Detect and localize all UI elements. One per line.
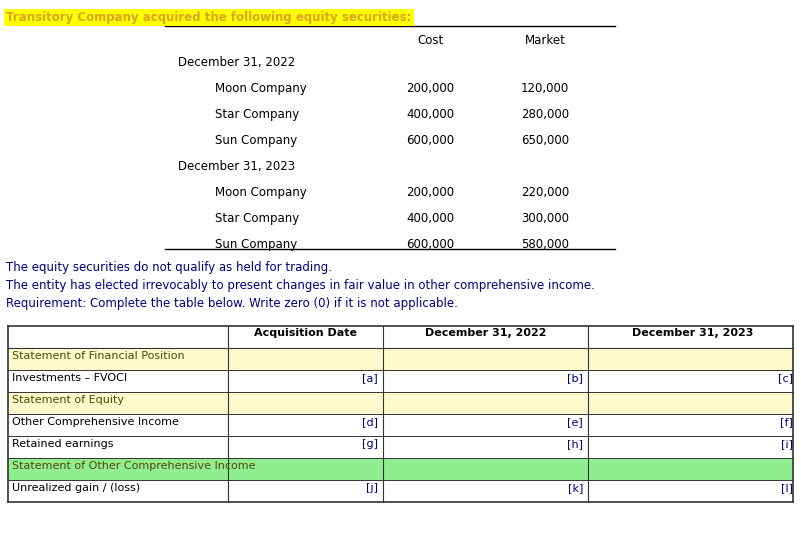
Text: [f]: [f]	[780, 417, 793, 427]
Text: Moon Company: Moon Company	[215, 82, 307, 95]
Bar	[8, 326, 793, 348]
Text: Star Company: Star Company	[215, 212, 300, 225]
Text: 200,000: 200,000	[406, 82, 454, 95]
Text: 200,000: 200,000	[406, 186, 454, 199]
Text: Acquisition Date: Acquisition Date	[254, 328, 357, 338]
Text: Statement of Financial Position: Statement of Financial Position	[12, 351, 184, 361]
Bar	[8, 480, 793, 502]
Text: 400,000: 400,000	[406, 108, 454, 121]
Text: [e]: [e]	[567, 417, 583, 427]
Bar	[8, 348, 793, 370]
Text: Statement of Other Comprehensive Income: Statement of Other Comprehensive Income	[12, 461, 256, 471]
Text: December 31, 2023: December 31, 2023	[178, 160, 295, 173]
Text: December 31, 2022: December 31, 2022	[425, 328, 546, 338]
Text: 280,000: 280,000	[521, 108, 569, 121]
Bar	[8, 392, 793, 414]
Text: [i]: [i]	[781, 439, 793, 449]
Text: Unrealized gain / (loss): Unrealized gain / (loss)	[12, 483, 140, 493]
Text: 400,000: 400,000	[406, 212, 454, 225]
Text: Star Company: Star Company	[215, 108, 300, 121]
Text: The entity has elected irrevocably to present changes in fair value in other com: The entity has elected irrevocably to pr…	[6, 279, 595, 292]
Text: Cost: Cost	[417, 34, 443, 47]
Bar	[8, 436, 793, 458]
Bar	[8, 458, 793, 480]
Text: [l]: [l]	[781, 483, 793, 493]
Text: [j]: [j]	[366, 483, 378, 493]
Text: Sun Company: Sun Company	[215, 134, 297, 147]
Bar	[8, 370, 793, 392]
Bar	[8, 414, 793, 436]
Text: Requirement: Complete the table below. Write zero (0) if it is not applicable.: Requirement: Complete the table below. W…	[6, 297, 458, 310]
Text: [a]: [a]	[362, 373, 378, 383]
Text: Retained earnings: Retained earnings	[12, 439, 114, 449]
Text: [b]: [b]	[567, 373, 583, 383]
Text: [d]: [d]	[362, 417, 378, 427]
Text: 600,000: 600,000	[406, 134, 454, 147]
Text: [k]: [k]	[568, 483, 583, 493]
Text: Sun Company: Sun Company	[215, 238, 297, 251]
Text: 120,000: 120,000	[521, 82, 570, 95]
Text: 300,000: 300,000	[521, 212, 569, 225]
Text: [g]: [g]	[362, 439, 378, 449]
Text: 580,000: 580,000	[521, 238, 569, 251]
Text: December 31, 2023: December 31, 2023	[632, 328, 754, 338]
Text: Transitory Company acquired the following equity securities:: Transitory Company acquired the followin…	[6, 11, 412, 24]
Text: Statement of Equity: Statement of Equity	[12, 395, 124, 405]
Text: December 31, 2022: December 31, 2022	[178, 56, 296, 69]
Text: 650,000: 650,000	[521, 134, 569, 147]
Text: 600,000: 600,000	[406, 238, 454, 251]
Text: Moon Company: Moon Company	[215, 186, 307, 199]
Text: 220,000: 220,000	[521, 186, 570, 199]
Text: [c]: [c]	[778, 373, 793, 383]
Text: [h]: [h]	[567, 439, 583, 449]
Text: Market: Market	[525, 34, 566, 47]
Text: The equity securities do not qualify as held for trading.: The equity securities do not qualify as …	[6, 261, 332, 274]
Text: Investments – FVOCI: Investments – FVOCI	[12, 373, 127, 383]
Text: Other Comprehensive Income: Other Comprehensive Income	[12, 417, 179, 427]
